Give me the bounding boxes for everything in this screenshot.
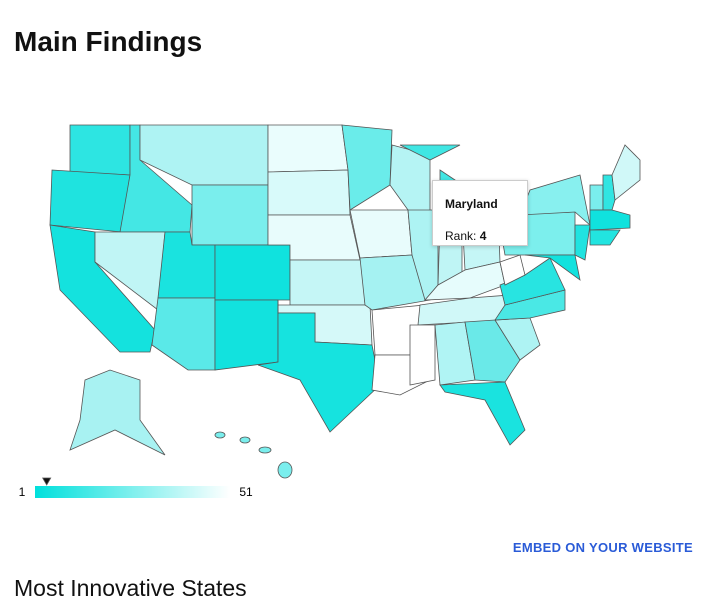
state	[267, 124, 349, 173]
state	[214, 244, 291, 301]
state	[69, 124, 131, 176]
us-map: 1 51	[19, 124, 641, 499]
state	[139, 124, 269, 186]
state	[611, 144, 641, 201]
state	[499, 254, 526, 286]
state	[602, 174, 616, 211]
state	[214, 431, 226, 439]
state	[191, 184, 269, 246]
legend-max: 51	[239, 485, 253, 499]
state	[151, 297, 216, 371]
tooltip-rank-label: Rank:	[445, 229, 477, 243]
state	[524, 254, 581, 281]
state	[439, 381, 526, 446]
state	[277, 461, 293, 479]
legend-bar	[35, 486, 230, 498]
state	[349, 209, 413, 259]
state	[341, 124, 393, 211]
state	[464, 319, 521, 383]
state	[574, 224, 591, 261]
title: Main Findings	[14, 26, 203, 57]
state	[589, 229, 621, 246]
state	[399, 144, 461, 161]
legend-min: 1	[19, 485, 26, 499]
state	[519, 174, 591, 227]
state	[289, 259, 366, 306]
tooltip-state: Maryland	[445, 197, 498, 211]
state	[214, 299, 279, 371]
state	[239, 436, 251, 444]
tooltip: Maryland Rank: 4	[432, 180, 528, 246]
state	[258, 446, 272, 454]
state	[409, 324, 436, 386]
state	[69, 369, 166, 456]
state	[257, 300, 381, 433]
legend-marker	[42, 477, 52, 486]
embed-link[interactable]: EMBED ON YOUR WEBSITE	[512, 540, 693, 555]
subtitle: Most Innovative States	[14, 575, 247, 601]
tooltip-rank-value: 4	[479, 229, 487, 243]
state	[267, 169, 351, 216]
tooltip-rank: Rank: 4	[445, 229, 486, 243]
state	[589, 184, 604, 211]
state	[359, 254, 431, 311]
state	[589, 209, 631, 231]
state	[49, 169, 131, 233]
